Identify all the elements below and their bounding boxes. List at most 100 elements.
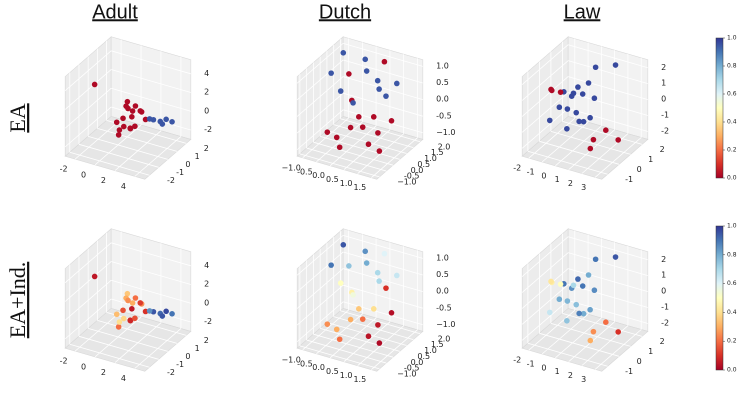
grid-line [106,120,187,144]
data-point [340,49,347,56]
data-point [381,250,388,257]
z-tick-label: 2 [661,255,666,264]
y-tick-label: 1.5 [431,148,444,157]
colorbar [715,225,724,371]
grid-line [64,242,112,283]
data-point [340,241,347,248]
z-tick-label: 0 [204,298,209,307]
data-point [163,308,169,315]
data-point [365,333,372,340]
grid-line [521,92,569,133]
colorbar-tick-label: 0.4 [727,309,737,316]
data-point [575,84,581,90]
grid-line [78,335,159,360]
x-tick-label: 1.5 [353,375,366,384]
grid-line [296,76,344,117]
data-point [347,316,354,323]
z-tick-label: −1.0 [436,320,455,329]
grid-line [521,44,569,85]
data-point [120,115,126,122]
data-point [159,121,166,127]
data-point [585,80,592,86]
grid-line [306,339,387,364]
grid-line [550,130,631,155]
data-point [564,125,570,132]
data-point [324,321,331,327]
grid-line [555,125,602,167]
x-tick-label: 1 [555,367,560,376]
data-point [548,278,554,285]
data-point [590,136,597,143]
data-point [159,313,166,319]
grid-line [343,301,423,326]
data-point [91,81,98,88]
z-tick-label: 0 [204,106,209,115]
grid-line [111,69,191,93]
grid-line [333,124,414,149]
data-point [579,91,586,97]
grid-line [539,140,620,165]
grid-line [64,261,112,302]
grid-line [343,42,423,67]
x-tick-label: 0 [81,170,86,179]
y-tick-label: 0 [637,165,642,174]
data-point [129,306,135,312]
x-tick-label: 0.0 [312,363,325,372]
data-point [365,141,372,148]
data-point [585,272,592,278]
grid-line [296,92,344,134]
colorbar [715,37,724,179]
data-point [383,93,389,99]
data-point [359,124,366,130]
grid-line [296,43,344,84]
data-point [324,129,331,135]
x-tick-label: 1.0 [340,179,353,188]
colorbar-tick-label: 0.6 [727,91,737,98]
data-point [124,98,131,105]
column-title: Law [564,1,601,23]
grid-line [320,135,400,160]
data-point [132,123,138,130]
data-point [137,108,144,114]
x-tick-label: -2 [513,164,521,173]
z-tick-label: 2 [661,63,666,72]
grid-line [343,59,423,84]
grid-line [594,137,642,178]
data-point [355,114,362,120]
grid-line [296,109,344,150]
grid-line [333,316,414,341]
z-tick-label: -2 [204,125,212,134]
data-point [580,310,587,317]
colorbar-tick-label: 0.0 [727,175,737,182]
grid-line [555,317,602,359]
z-tick-label: -1 [661,303,669,312]
grid-line [568,236,648,261]
data-point [113,119,120,126]
z-tick-label: -2 [661,319,669,328]
grid-line [541,313,589,355]
grid-line [88,327,168,352]
data-point [146,116,153,122]
data-point [383,285,389,291]
x-tick-label: 2 [101,176,106,185]
data-point [129,108,136,114]
x-tick-label: -0.5 [297,167,313,176]
grid-line [562,121,643,145]
y-tick-label: 1 [648,155,653,164]
data-point [587,306,593,313]
y-tick-label: 0 [185,352,190,361]
grid-line [64,106,112,148]
z-tick-label: -0.5 [436,303,452,312]
data-point [125,297,131,304]
y-tick-label: 2 [660,337,665,346]
data-point [346,71,352,77]
grid-line [111,242,191,267]
data-point [557,89,564,95]
data-point [393,80,400,87]
y-tick-label: -1 [176,360,184,369]
data-point [615,329,621,335]
x-tick-label: 3 [581,375,586,384]
grid-line [296,235,344,276]
data-point [116,127,123,133]
